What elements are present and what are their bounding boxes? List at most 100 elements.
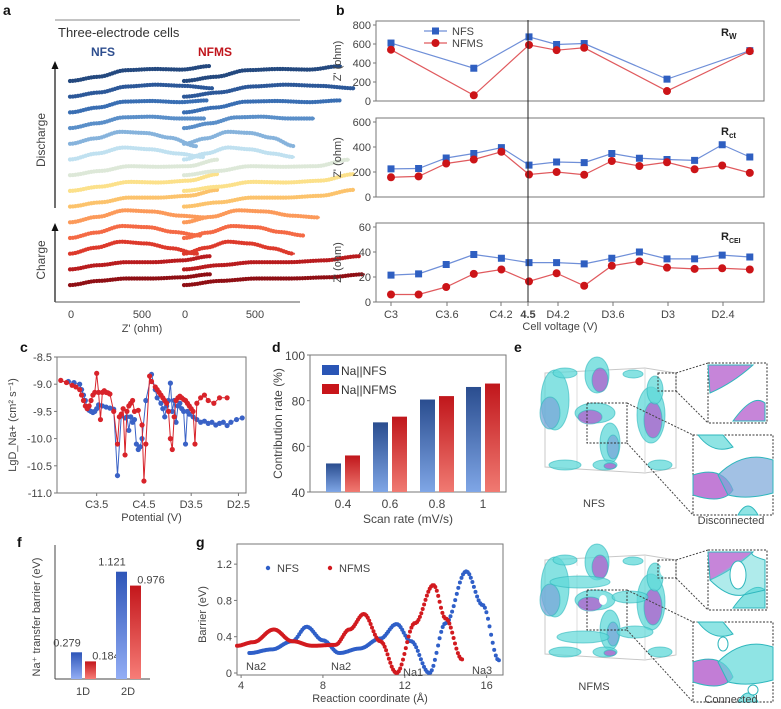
- panel-c-nfms-line: [60, 373, 228, 482]
- isosurface-blob: [647, 646, 673, 658]
- panel-f-nfs-bar: [71, 652, 82, 679]
- zoom-connector-line: [626, 589, 694, 623]
- b-rw-ytick-label: 600: [353, 39, 371, 51]
- panel-g-nfs-point: [468, 575, 473, 580]
- panel-c-nfms-point: [216, 395, 223, 401]
- panel-d-nfs-bar: [373, 422, 388, 492]
- b-rw-ytick-label: 800: [353, 20, 371, 32]
- panel-d: d 40 60 80 100 0.4 0.6 0.8 1 Scan rate (mV/s) Con…: [271, 339, 507, 526]
- panel-g-nfms-point: [440, 610, 445, 615]
- b-rcei-nfms-point: [607, 261, 616, 270]
- panel-c-xtick-label: C4.5: [132, 499, 155, 511]
- panel-f: f Na⁺ transfer barrier (eV) 1D 0.279 0.184 2…: [17, 534, 165, 698]
- b-rw-nfs-point: [387, 39, 395, 47]
- isosurface-blob: [606, 434, 620, 460]
- b-rcei-nfs-point: [553, 259, 561, 267]
- b-rw-nfms-point: [580, 43, 589, 52]
- panel-c-ytick-label: -10.5: [27, 461, 52, 473]
- nfs-nyquist-curve-line: [68, 240, 199, 255]
- nfms-nyquist-curve-line: [182, 64, 343, 83]
- panel-c-nfms-point: [107, 391, 113, 397]
- isosurface-pore: [571, 565, 579, 575]
- isosurface-blob: [548, 646, 582, 658]
- panel-f-value-label: 0.184: [92, 650, 120, 662]
- b-rcei-nfms-point: [469, 269, 478, 278]
- panel-g-nfs-point: [451, 604, 456, 609]
- b-rw-ytick-label: 0: [365, 96, 371, 108]
- panel-c-nfs-point: [131, 416, 138, 423]
- panel-g-nfms-point: [367, 618, 372, 623]
- charge-arrow-head-icon: [51, 223, 59, 231]
- panel-d-nfs-bar: [326, 463, 341, 492]
- panel-d-legend-nfs-swatch: [322, 365, 339, 375]
- panel-d-plot-frame: [309, 354, 507, 493]
- b-rct-nfs-point: [691, 156, 699, 164]
- panel-g-ytick-label: 0: [226, 668, 232, 680]
- zoom-source-box: [586, 402, 628, 444]
- zoom-source-box: [657, 372, 677, 392]
- panel-d-ytick-label: 40: [292, 486, 306, 500]
- panel-c-nfms-point: [120, 406, 126, 412]
- b-rw-nfms-point: [745, 47, 754, 56]
- panel-c-nfs-point: [224, 422, 230, 429]
- panel-c-nfs-point: [128, 414, 134, 420]
- panel-c-nfs-point: [160, 406, 166, 412]
- panel-g-site-annotation: Na2: [246, 661, 266, 673]
- panel-d-nfms-bar: [392, 416, 407, 492]
- panel-c-nfms-point: [139, 422, 145, 428]
- panel-c-nfs-point: [167, 380, 173, 386]
- nfs-nyquist-curve-line: [68, 83, 215, 98]
- panel-g-nfms-point: [406, 634, 411, 639]
- panel-b-xtick-label: C3: [384, 309, 398, 321]
- panel-g-nfs-point: [456, 585, 461, 590]
- b-rct-ytick-label: 400: [353, 142, 371, 154]
- b-rct-nfms-point: [525, 170, 533, 179]
- panel-c-nfms-point: [63, 379, 70, 386]
- b-rcei-nfms-point: [387, 290, 395, 299]
- nfms-structure-label: NFMS: [578, 681, 609, 693]
- b-rcei-nfms-point: [635, 257, 644, 266]
- b-rw-nfms-point: [387, 45, 395, 54]
- b-rct-ytick-label: 0: [365, 192, 371, 204]
- rw-subscript: W: [729, 32, 737, 41]
- b-rct-nfs-point: [553, 158, 561, 166]
- panel-g-site-annotation: Na3: [472, 665, 492, 677]
- panel-g-nfms-point: [451, 636, 456, 640]
- panel-g-xtick-label: 12: [399, 680, 411, 692]
- panel-c-nfs-point: [126, 427, 132, 434]
- panel-g-plot-frame: [236, 543, 504, 676]
- charge-label: Charge: [34, 240, 48, 280]
- panel-c-xtick-label: D2.5: [227, 499, 250, 511]
- inset-isosurface: [717, 643, 774, 685]
- isosurface-blob: [622, 556, 644, 566]
- b-rcei-nfms-point: [497, 265, 506, 274]
- panel-g-nfms-point: [433, 585, 438, 589]
- panel-g-nfs-point: [482, 605, 487, 610]
- panel-b-xtick-label: D4.2: [546, 309, 569, 321]
- nfms-nyquist-curve-line: [182, 173, 356, 192]
- panel-d-nfms-bar: [439, 396, 454, 492]
- b-rct-nfms-point: [607, 157, 616, 165]
- panel-c-nfms-point: [141, 478, 147, 484]
- nfs-nyquist-curve-line: [68, 255, 212, 271]
- panel-f-nfms-bar: [130, 585, 141, 679]
- panel-c-ytick-label: -11.0: [28, 488, 52, 500]
- panel-g-ytick-label: 0.4: [217, 632, 232, 644]
- b-rcei-nfs-point: [635, 248, 643, 256]
- panel-d-xtick-label: 1: [480, 497, 487, 511]
- panel-c-nfms-point: [118, 411, 124, 417]
- panel-c-nfs-point: [137, 444, 143, 450]
- panel-g-ytick-label: 1.2: [217, 559, 232, 571]
- isosurface-blob: [603, 462, 617, 470]
- b-rcei-nfs-point: [580, 260, 588, 268]
- panel-c-nfs-point: [77, 381, 83, 387]
- panel-g-nfs-point: [439, 629, 444, 634]
- b-rw-nfs-point: [553, 40, 561, 48]
- b-rcei-nfs-point: [415, 270, 423, 278]
- nfms-isosurface-structure: [539, 543, 774, 703]
- panel-c-ytick-label: -10.0: [27, 434, 52, 446]
- panel-c-nfms-point: [73, 384, 79, 390]
- panel-c-nfs-point: [182, 441, 189, 447]
- panel-c-nfms-point: [58, 377, 64, 383]
